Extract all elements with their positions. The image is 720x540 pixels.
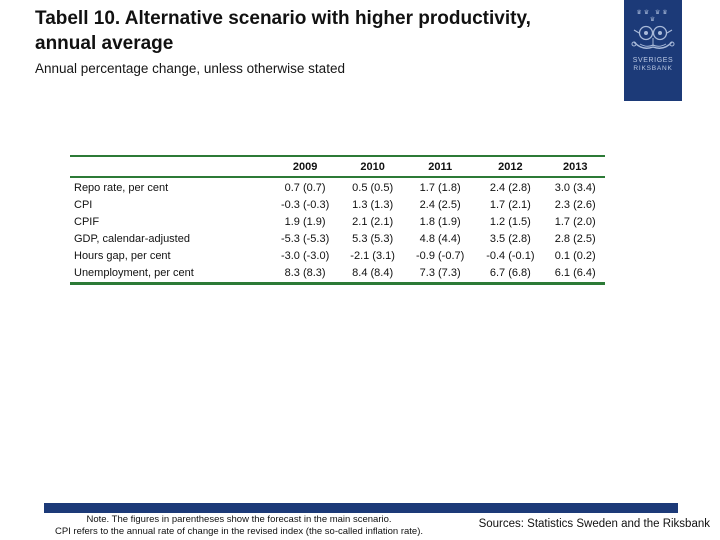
table-row: CPIF 1.9 (1.9) 2.1 (2.1) 1.8 (1.9) 1.2 (1.5)… (70, 214, 605, 231)
value-cell: 2.4 (2.8) (489, 182, 531, 194)
row-label: Repo rate, per cent (74, 182, 169, 194)
table-row: Hours gap, per cent -3.0 (-3.0) -2.1 (3.1)… (70, 248, 605, 265)
logo-name-line1: SVERIGES (632, 57, 674, 64)
value-cell: 3.0 (3.4) (554, 182, 596, 194)
value-cell: 1.7 (2.1) (489, 199, 531, 211)
value-cell: -2.1 (3.1) (350, 250, 395, 262)
row-label: CPIF (74, 216, 100, 228)
row-label: GDP, calendar-adjusted (74, 233, 190, 245)
page-subtitle: Annual percentage change, unless otherwi… (35, 61, 345, 76)
footnote-line1: Note. The figures in parentheses show th… (86, 514, 392, 525)
page-title-line1: Tabell 10. Alternative scenario with hig… (35, 8, 531, 29)
table-header: 2009 2010 2011 2012 2013 (70, 156, 605, 178)
value-cell: 8.4 (8.4) (352, 267, 394, 279)
value-cell: 0.5 (0.5) (352, 182, 394, 194)
value-cell: 1.7 (2.0) (554, 216, 596, 228)
value-cell: -0.4 (-0.1) (486, 250, 535, 262)
row-label: Hours gap, per cent (74, 250, 171, 262)
table-header-row: 2009 2010 2011 2012 2013 (70, 156, 605, 178)
table-row: CPI -0.3 (-0.3) 1.3 (1.3) 2.4 (2.5) 1.7 (2.1… (70, 197, 605, 214)
table-row: GDP, calendar-adjusted -5.3 (-5.3) 5.3 (5.… (70, 231, 605, 248)
sources-text: Sources: Statistics Sweden and the Riksb… (478, 518, 710, 530)
table-body: Repo rate, per cent 0.7 (0.7) 0.5 (0.5) 1.7… (70, 177, 605, 284)
footer-divider-bar (44, 503, 678, 513)
year-header: 2013 (545, 156, 605, 178)
value-cell: 2.1 (2.1) (352, 216, 394, 228)
value-cell: 1.7 (1.8) (419, 182, 461, 194)
value-cell: 0.7 (0.7) (284, 182, 326, 194)
value-cell: 4.8 (4.4) (419, 233, 461, 245)
crown-icon: ♛ (649, 17, 657, 23)
value-cell: 7.3 (7.3) (419, 267, 461, 279)
footnote-line2: CPI refers to the annual rate of change … (54, 526, 424, 537)
value-cell: 2.8 (2.5) (554, 233, 596, 245)
value-cell: 2.4 (2.5) (419, 199, 461, 211)
year-header: 2010 (340, 156, 406, 178)
footnote: Note. The figures in parentheses show th… (18, 514, 460, 538)
year-header: 2012 (475, 156, 546, 178)
page-title-line2: annual average (35, 33, 174, 54)
riksbank-logo: ♛♛ ♛♛ ♛ SVERIGES RIKSBANK (624, 0, 682, 101)
value-cell: -3.0 (-3.0) (280, 250, 330, 262)
value-cell: 0.1 (0.2) (554, 250, 596, 262)
logo-name-line2: RIKSBANK (633, 65, 673, 72)
value-cell: 1.2 (1.5) (489, 216, 531, 228)
year-header: 2009 (270, 156, 341, 178)
row-label-header (70, 156, 270, 178)
value-cell: 5.3 (5.3) (352, 233, 394, 245)
row-label: CPI (74, 199, 93, 211)
value-cell: 8.3 (8.3) (284, 267, 326, 279)
value-cell: 6.7 (6.8) (489, 267, 531, 279)
riksbank-emblem-icon (631, 25, 675, 49)
table-row: Repo rate, per cent 0.7 (0.7) 0.5 (0.5) 1.7… (70, 177, 605, 197)
value-cell: 3.5 (2.8) (489, 233, 531, 245)
value-cell: 1.9 (1.9) (284, 216, 326, 228)
title-block: Tabell 10. Alternative scenario with hig… (35, 6, 595, 77)
value-cell: 2.3 (2.6) (554, 199, 596, 211)
row-label: Unemployment, per cent (74, 267, 194, 279)
value-cell: -0.3 (-0.3) (280, 199, 330, 211)
crowns-icon: ♛♛ ♛♛ (636, 10, 670, 16)
value-cell: -0.9 (-0.7) (416, 250, 465, 262)
data-table: 2009 2010 2011 2012 2013 Repo rate, per cent… (70, 155, 605, 285)
value-cell: 1.3 (1.3) (352, 199, 394, 211)
table-row: Unemployment, per cent 8.3 (8.3) 8.4 (8.4)… (70, 265, 605, 284)
value-cell: 1.8 (1.9) (419, 216, 461, 228)
year-header: 2011 (405, 156, 476, 178)
value-cell: -5.3 (-5.3) (280, 233, 330, 245)
value-cell: 6.1 (6.4) (554, 267, 596, 279)
